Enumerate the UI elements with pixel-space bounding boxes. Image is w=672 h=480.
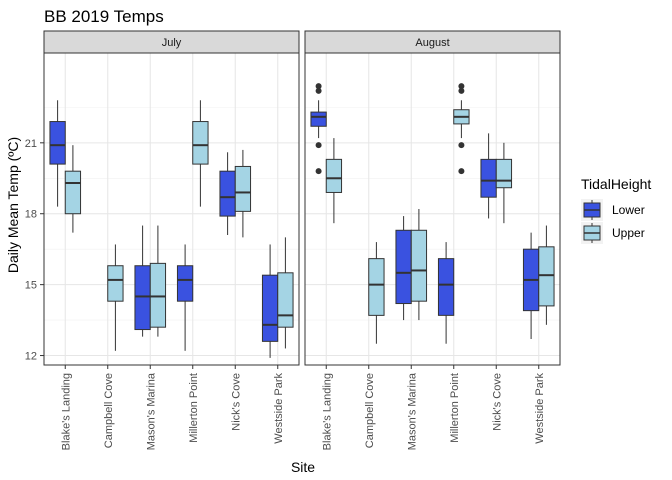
box-body [437, 258, 455, 316]
box-body [64, 170, 82, 215]
box-westside-park-lower [522, 232, 540, 339]
facet-strip-label: August [415, 37, 449, 49]
box-campbell-cove-upper [107, 244, 124, 351]
box-nick-s-cove-lower [480, 133, 497, 219]
box-body [395, 229, 412, 305]
box-body [192, 121, 209, 165]
x-tick-label: Blake's Landing [321, 373, 333, 450]
box-body [219, 170, 236, 217]
outlier-point [458, 168, 465, 175]
x-tick-label: Nick's Cove [491, 373, 503, 431]
x-tick-label: Millerton Point [188, 373, 200, 443]
x-tick-label: Nick's Cove [230, 373, 242, 431]
x-tick-label: Westside Park [534, 373, 546, 444]
box-millerton-point-lower [176, 244, 194, 351]
outlier-point [315, 142, 322, 149]
box-body [538, 246, 555, 307]
box-westside-park-upper [538, 225, 555, 325]
facet-august: August Blake's Landing Campbell Cove Mason'… [304, 30, 561, 450]
panel-border [43, 52, 300, 366]
box-nick-s-cove-lower [219, 152, 236, 235]
box-blake-s-landing-upper [64, 145, 82, 233]
box-mason-s-marina-upper [410, 209, 428, 321]
box-nick-s-cove-upper [234, 149, 252, 238]
x-tick-label: Campbell Cove [103, 373, 115, 448]
x-tick-label: Millerton Point [449, 373, 461, 443]
x-tick-label: Campbell Cove [364, 373, 376, 448]
gridlines [44, 53, 299, 365]
box-campbell-cove-upper [368, 242, 385, 344]
box-mason-s-marina-upper [149, 225, 167, 337]
y-tick-label: 21 [25, 138, 37, 150]
legend-title: TidalHeight [581, 176, 651, 192]
x-axis-title: Site [291, 459, 315, 475]
box-body [261, 274, 279, 342]
gridlines [305, 53, 560, 365]
facet-panels: July Blake's Landing Campbell Cove Mason's … [43, 30, 561, 450]
outlier-point [458, 83, 465, 90]
x-tick-label: Mason's Marina [145, 372, 157, 450]
box-body [134, 265, 151, 331]
box-blake-s-landing-lower [49, 100, 66, 207]
facet-strip-label: July [162, 37, 182, 49]
box-millerton-point-upper [453, 83, 470, 175]
outlier-point [315, 83, 322, 90]
y-axis-title: Daily Mean Temp (ºC) [5, 137, 21, 273]
chart-title: BB 2019 Temps [44, 7, 164, 26]
x-tick-label: Blake's Landing [60, 373, 72, 450]
legend-label: Lower [612, 203, 645, 217]
legend-label: Upper [612, 226, 645, 240]
box-nick-s-cove-upper [495, 142, 513, 224]
box-body [410, 229, 428, 302]
box-millerton-point-lower [437, 242, 455, 344]
outlier-point [315, 168, 322, 175]
legend-entry-upper: Upper [581, 222, 645, 244]
box-body [277, 272, 294, 328]
box-body [176, 265, 194, 302]
box-body [325, 158, 343, 193]
y-axis: 12 15 18 21 [25, 138, 44, 363]
outlier-point [458, 142, 465, 149]
x-tick-label: Mason's Marina [406, 372, 418, 450]
box-mason-s-marina-lower [134, 225, 151, 337]
box-body [495, 158, 513, 189]
outlier-point [315, 87, 322, 94]
legend: TidalHeight Lower Upper [581, 176, 651, 244]
box-blake-s-landing-lower [310, 83, 327, 175]
box-westside-park-upper [277, 237, 294, 349]
box-body [107, 265, 124, 302]
box-millerton-point-upper [192, 100, 209, 207]
box-mason-s-marina-lower [395, 216, 412, 321]
y-tick-label: 18 [25, 209, 37, 221]
box-westside-park-lower [261, 244, 279, 358]
legend-entry-lower: Lower [581, 199, 645, 221]
box-body [368, 258, 385, 316]
y-tick-label: 12 [25, 351, 37, 363]
box-body [149, 262, 167, 328]
facet-july: July Blake's Landing Campbell Cove Mason's … [43, 30, 300, 450]
box-blake-s-landing-upper [325, 138, 343, 224]
box-body [49, 121, 66, 165]
x-tick-label: Westside Park [273, 373, 285, 444]
y-tick-label: 15 [25, 280, 37, 292]
box-body [310, 111, 327, 127]
box-body [480, 158, 497, 198]
panel-border [304, 52, 561, 366]
box-body [234, 165, 252, 212]
outlier-point [458, 87, 465, 94]
